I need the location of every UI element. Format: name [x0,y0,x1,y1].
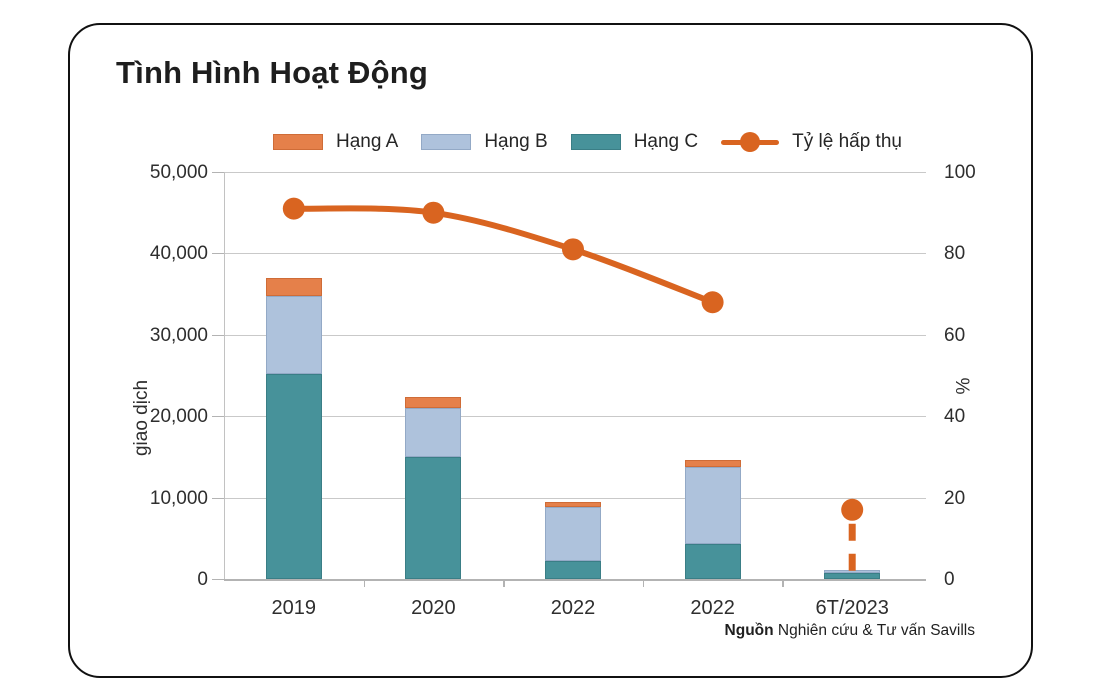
bar-segment-hạng-c-2022 [684,543,741,579]
legend-swatch-icon [570,134,621,150]
x-axis-label: 2019 [271,597,317,619]
bar-segment-hạng-b-2022 [545,506,601,562]
left-axis-tick-label: 0 [197,569,208,590]
bottom-tick [642,579,645,587]
bar-segment-hạng-a-2022 [684,460,741,467]
left-axis-tick-label: 50,000 [149,162,208,183]
right-axis-title: % [953,377,975,395]
legend-item-hạng-a: Hạng A [273,131,398,153]
legend-label: Hạng A [336,131,399,152]
left-tick [212,497,224,499]
gridline [224,253,926,255]
left-axis-tick-label: 40,000 [149,243,208,265]
left-tick [212,253,224,255]
x-axis-label: 6T/2023 [815,597,889,619]
chart-card: Tình Hình Hoạt Động Hạng A Hạng B Hạng C Tỷ… [68,23,1033,678]
legend-label: Hạng B [484,131,548,152]
x-axis-label: 2022 [690,597,735,619]
right-axis-tick-label: 60 [944,324,966,346]
source-note: Nguồn Nghiên cứu & Tư vấn Savills [725,622,975,640]
left-axis-tick-label: 30,000 [149,324,208,346]
source-text: Nghiên cứu & Tư vấn Savills [773,622,975,639]
bar-segment-hạng-a-2022 [545,502,601,507]
bar-segment-hạng-b-2020 [405,408,462,457]
bar-segment-hạng-c-6T/2023 [824,573,881,579]
left-axis-line [224,172,225,579]
left-tick [212,579,224,580]
legend-swatch-icon [273,134,323,150]
right-axis-tick-label: 80 [944,243,966,265]
bar-segment-hạng-b-2022 [684,466,741,544]
legend-label: Tỷ lệ hấp thụ [792,131,902,152]
legend-dot-icon [740,132,761,152]
gridline [224,172,926,173]
chart-title: Tình Hình Hoạt Động [116,55,429,90]
gridline [224,416,926,418]
x-axis-label: 2020 [411,597,456,619]
bar-segment-hạng-c-2022 [545,561,601,579]
gridline [224,334,926,336]
left-tick [212,334,224,336]
source-label: Nguồn [724,622,774,639]
left-tick [212,172,224,173]
legend-item-hạng-c: Hạng C [570,131,699,153]
legend-item-tỷ-lệ-hấp-thụ: Tỷ lệ hấp thụ [721,131,902,153]
legend-swatch-icon [421,134,472,150]
right-axis-tick-label: 40 [944,406,966,428]
right-axis-tick-label: 0 [944,569,955,590]
bar-segment-hạng-c-2020 [405,456,462,579]
left-axis-tick-label: 10,000 [149,487,208,509]
right-axis-tick-label: 100 [944,162,976,183]
bottom-tick [503,579,505,587]
left-tick [212,416,224,418]
legend-item-hạng-b: Hạng B [421,131,548,153]
legend-line-marker-icon [721,132,780,152]
bar-segment-hạng-c-2019 [265,373,322,579]
gridline [224,497,926,499]
bar-segment-hạng-a-2020 [405,396,462,409]
bar-segment-hạng-b-2019 [265,295,322,374]
bar-segment-hạng-a-2019 [265,277,322,296]
legend-label: Hạng C [633,131,699,152]
left-axis-title: giao dịch [131,379,153,457]
bottom-tick [782,579,784,587]
x-axis-label: 2022 [550,597,596,619]
left-axis-tick-label: 20,000 [149,406,208,428]
chart-legend: Hạng A Hạng B Hạng C Tỷ lệ hấp thụ [273,131,902,153]
bar-segment-hạng-b-6T/2023 [824,570,881,574]
bottom-tick [363,579,366,587]
bottom-axis-line [224,579,926,581]
right-axis-tick-label: 20 [944,487,966,509]
plot-area: 0 0 20 10,000 40 20,000 60 30,000 80 40,000 100 50,… [70,25,1035,680]
